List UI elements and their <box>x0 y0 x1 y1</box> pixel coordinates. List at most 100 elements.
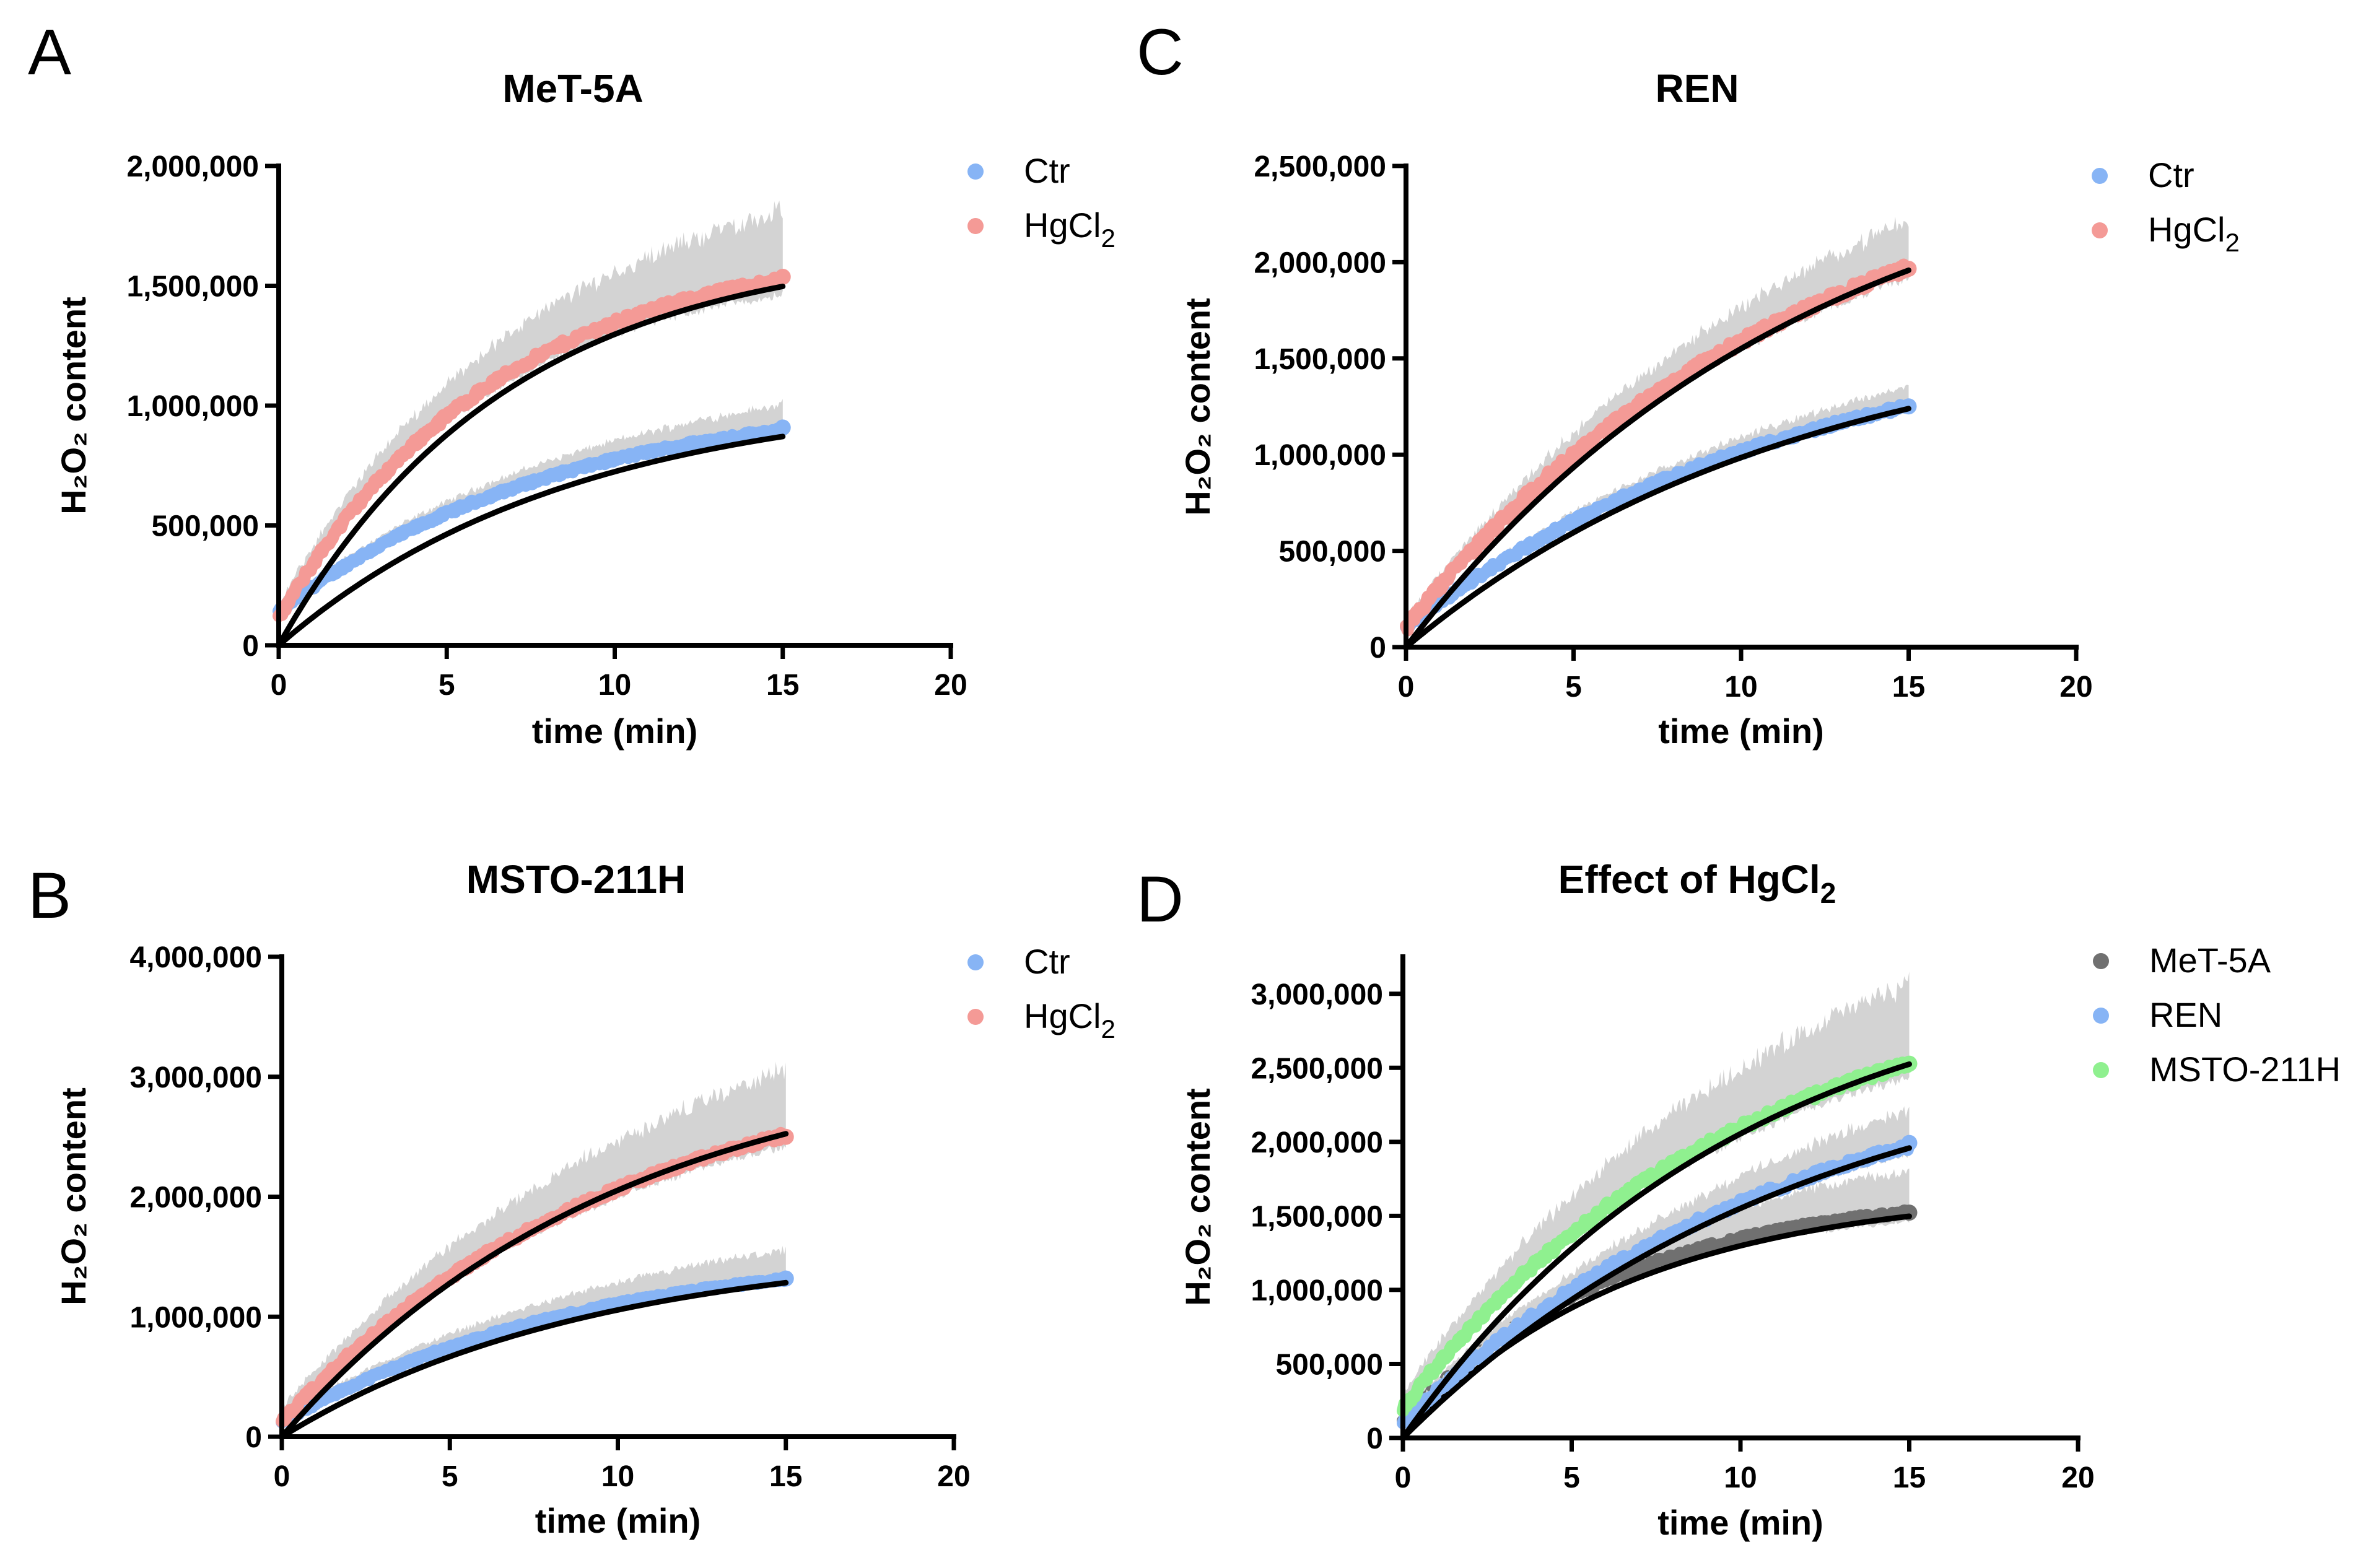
legend-marker <box>967 954 984 970</box>
data-point-end <box>774 419 791 436</box>
fit-curve <box>1403 267 1911 650</box>
axes: 0 500,000 1,000,000 1,500,000 2,000,000 2,500… <box>1251 954 2095 1494</box>
x-tick-label: 10 <box>601 1460 634 1493</box>
error-band <box>1406 385 1909 629</box>
legend-item: HgCl2 <box>967 206 1116 253</box>
y-tick-label: 2,000,000 <box>1251 1126 1383 1159</box>
legend-marker <box>967 163 984 180</box>
y-tick-label: 2,500,000 <box>1254 150 1386 183</box>
y-axis-label: H₂O₂ content <box>54 297 93 515</box>
series-ctr <box>1400 385 1917 650</box>
legend-item: HgCl2 <box>2092 210 2240 257</box>
y-axis-label: H₂O₂ content <box>54 1087 93 1305</box>
x-tick-label: 20 <box>937 1460 970 1493</box>
y-tick-label: 500,000 <box>1278 536 1386 568</box>
axes: 0 1,000,000 2,000,000 3,000,000 4,000,000 0 5 1… <box>129 941 970 1493</box>
data-point-end <box>774 269 791 285</box>
x-tick-label: 5 <box>439 669 455 702</box>
chart-title: REN <box>1655 66 1739 111</box>
x-tick-label: 5 <box>1565 671 1582 703</box>
chart-panel-b: B MSTO-211H 0 1,000,000 2,000,000 3,000,000 4,… <box>28 857 1116 1540</box>
error-band <box>282 1061 786 1424</box>
axes: 0 500,000 1,000,000 1,500,000 2,000,000 2,500… <box>1254 150 2092 703</box>
x-axis-label: time (min) <box>1658 712 1824 751</box>
chart-panel-d: D Effect of HgCl2 0 500,000 1,000,000 1,500,0… <box>1137 857 2341 1542</box>
data-line <box>276 1126 792 1428</box>
x-tick-label: 15 <box>1893 1461 1926 1494</box>
x-tick-label: 5 <box>1563 1461 1580 1494</box>
y-tick-label: 0 <box>245 1421 262 1454</box>
y-tick-label: 3,000,000 <box>129 1061 262 1094</box>
y-tick-label: 500,000 <box>1275 1348 1383 1381</box>
legend-item: Ctr <box>2092 155 2194 194</box>
series-hgcl2 <box>276 1061 794 1440</box>
legend-item: MeT-5A <box>2093 941 2271 980</box>
series-hgcl2 <box>1400 216 1917 650</box>
y-tick-label: 4,000,000 <box>129 941 262 974</box>
y-tick-label: 1,500,000 <box>126 271 259 303</box>
panel-letter: D <box>1137 863 1184 936</box>
y-tick-label: 0 <box>1366 1422 1383 1455</box>
x-tick-label: 20 <box>2059 671 2092 703</box>
legend-label: MSTO-211H <box>2149 1050 2341 1089</box>
legend: Ctr HgCl2 <box>967 942 1116 1043</box>
data-line <box>273 421 789 617</box>
legend-label: HgCl2 <box>1024 996 1116 1043</box>
chart-panel-a: A MeT-5A 0 500,000 1,000,000 1,500,000 2,000,0… <box>28 16 1116 751</box>
fit-curve <box>276 284 786 648</box>
x-tick-label: 15 <box>766 669 799 702</box>
y-tick-label: 0 <box>1369 632 1386 664</box>
x-tick-label: 20 <box>934 669 967 702</box>
y-tick-label: 3,000,000 <box>1251 978 1383 1011</box>
data-line <box>1400 258 1915 637</box>
y-tick-label: 1,500,000 <box>1254 343 1386 376</box>
panel-letter: C <box>1137 16 1184 89</box>
x-tick-label: 15 <box>1892 671 1925 703</box>
x-tick-label: 10 <box>598 669 631 702</box>
legend-marker <box>2093 953 2109 969</box>
legend: Ctr HgCl2 <box>2092 155 2240 257</box>
fit-curve <box>279 1279 789 1440</box>
error-band <box>1403 971 1910 1414</box>
legend-label: MeT-5A <box>2149 941 2271 980</box>
legend-label: Ctr <box>2148 155 2194 194</box>
x-tick-label: 0 <box>274 1460 290 1493</box>
data-line <box>276 1271 792 1429</box>
y-tick-label: 500,000 <box>151 510 259 543</box>
data-line <box>1397 1056 1916 1418</box>
x-axis-label: time (min) <box>1657 1503 1823 1542</box>
y-axis-label: H₂O₂ content <box>1178 1088 1217 1306</box>
legend-marker <box>2092 222 2108 238</box>
y-tick-label: 2,500,000 <box>1251 1052 1383 1085</box>
chart-panel-c: C REN 0 500,000 1,000,000 1,500,000 2,000,000 2… <box>1137 16 2240 751</box>
legend-label: Ctr <box>1024 942 1070 981</box>
fit-curve <box>1400 1061 1912 1441</box>
data-line <box>273 271 789 622</box>
legend-marker <box>2093 1062 2109 1078</box>
legend: MeT-5A REN MSTO-211H <box>2093 941 2341 1089</box>
legend-label: HgCl2 <box>2148 210 2240 257</box>
chart-title: MSTO-211H <box>466 857 686 902</box>
series-ctr <box>273 399 791 648</box>
panel-letter: A <box>28 16 71 89</box>
fit-curve <box>1403 406 1911 650</box>
x-axis-label: time (min) <box>532 712 698 751</box>
axes: 0 500,000 1,000,000 1,500,000 2,000,000 0 5 10 1… <box>126 150 967 702</box>
legend-marker <box>967 218 984 234</box>
y-tick-label: 2,000,000 <box>1254 246 1386 279</box>
panel-letter: B <box>28 860 71 932</box>
y-tick-label: 1,000,000 <box>129 1301 262 1334</box>
chart-title: MeT-5A <box>502 66 644 111</box>
y-tick-label: 1,500,000 <box>1251 1200 1383 1233</box>
fit-curve <box>1400 1145 1912 1441</box>
x-tick-label: 10 <box>1724 671 1757 703</box>
legend-label: Ctr <box>1024 151 1070 190</box>
legend-item: Ctr <box>967 151 1070 190</box>
y-tick-label: 1,000,000 <box>1251 1274 1383 1307</box>
legend-label: HgCl2 <box>1024 206 1116 253</box>
x-tick-label: 5 <box>442 1460 458 1493</box>
legend-item: REN <box>2093 995 2222 1034</box>
x-tick-label: 10 <box>1724 1461 1757 1494</box>
y-tick-label: 0 <box>242 630 259 663</box>
x-tick-label: 20 <box>2061 1461 2094 1494</box>
